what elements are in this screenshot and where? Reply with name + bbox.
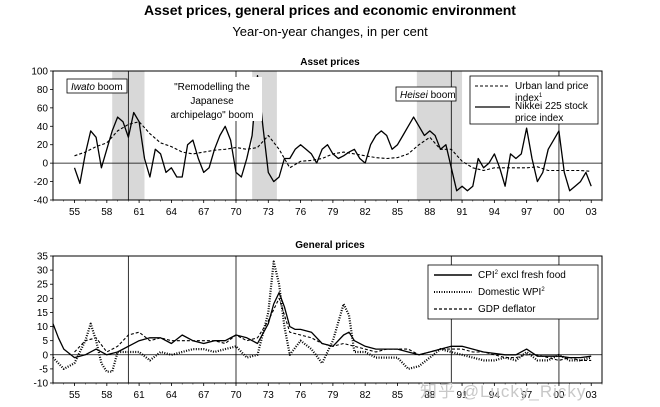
x-tick-label: 67 xyxy=(198,207,210,218)
y-tick-label: 15 xyxy=(37,308,49,319)
x-tick-label: 64 xyxy=(166,390,178,401)
y-tick-label: 40 xyxy=(37,122,49,133)
y-tick-label: -5 xyxy=(39,364,48,375)
svg-text:Japanese: Japanese xyxy=(190,96,234,107)
y-tick-label: 5 xyxy=(42,336,48,347)
x-tick-label: 00 xyxy=(553,390,565,401)
legend-urban-land-label-2: index1 xyxy=(515,93,543,104)
series-line-cpi-excl-fresh-food xyxy=(52,292,592,359)
x-tick-label: 55 xyxy=(69,207,81,218)
x-tick-label: 73 xyxy=(263,207,275,218)
y-tick-label: 0 xyxy=(42,350,48,361)
y-tick-label: 60 xyxy=(37,103,49,114)
remodelling-boom-label: "Remodelling the Japanese archipelago" b… xyxy=(160,77,262,121)
x-tick-label: 91 xyxy=(456,390,468,401)
x-tick-label: 88 xyxy=(424,390,436,401)
general-prices-frame xyxy=(52,255,603,384)
x-tick-label: 00 xyxy=(553,207,565,218)
svg-text:archipelago" boom: archipelago" boom xyxy=(170,110,253,121)
x-tick-label: 76 xyxy=(295,390,307,401)
asset-prices-legend: Urban land price index1 Nikkei 225 stock… xyxy=(469,75,599,125)
x-tick-label: 61 xyxy=(134,207,146,218)
asset-prices-frame xyxy=(52,70,603,201)
x-tick-label: 73 xyxy=(263,390,275,401)
y-tick-label: -40 xyxy=(34,196,49,207)
iwato-boom-label: Iwato boom xyxy=(66,78,128,94)
svg-text:Heisei boom: Heisei boom xyxy=(400,90,456,101)
general-prices-legend: CPI2 excl fresh food Domestic WPI2 GDP d… xyxy=(427,264,599,320)
x-tick-label: 67 xyxy=(198,390,210,401)
x-tick-label: 82 xyxy=(360,207,372,218)
series-line-gdp-deflator xyxy=(74,297,592,361)
y-tick-label: 20 xyxy=(37,294,49,305)
x-tick-label: 88 xyxy=(424,207,436,218)
y-tick-label: 25 xyxy=(37,280,49,291)
svg-text:"Remodelling the: "Remodelling the xyxy=(174,82,250,93)
x-tick-label: 79 xyxy=(327,390,339,401)
watermark: 知乎 @Lucky_Ricky xyxy=(420,382,587,401)
legend-cpi-label: CPI2 excl fresh food xyxy=(478,270,566,281)
x-tick-label: 76 xyxy=(295,207,307,218)
x-tick-label: 97 xyxy=(521,390,533,401)
legend-nikkei-label-2: price index xyxy=(515,113,563,124)
x-tick-label: 55 xyxy=(69,390,81,401)
x-tick-label: 58 xyxy=(101,207,113,218)
x-tick-label: 58 xyxy=(101,390,113,401)
x-tick-label: 70 xyxy=(230,207,242,218)
legend-wpi-label: Domestic WPI2 xyxy=(478,287,545,298)
x-tick-label: 79 xyxy=(327,207,339,218)
x-tick-label: 03 xyxy=(586,390,598,401)
x-tick-label: 82 xyxy=(360,390,372,401)
y-tick-label: 100 xyxy=(31,67,48,78)
x-tick-label: 85 xyxy=(392,390,404,401)
heisei-boom-label: Heisei boom xyxy=(395,86,457,102)
legend-gdp-label: GDP deflator xyxy=(478,304,536,315)
x-tick-label: 97 xyxy=(521,207,533,218)
x-tick-label: 61 xyxy=(134,390,146,401)
y-tick-label: 30 xyxy=(37,266,49,277)
y-tick-label: 35 xyxy=(37,252,49,263)
y-tick-label: -10 xyxy=(34,379,49,390)
chart-subtitle: Year-on-year changes, in per cent xyxy=(232,24,428,39)
series-line-nikkei-225-stock-price-index xyxy=(73,74,592,192)
x-tick-label: 03 xyxy=(586,207,598,218)
asset-prices-panel: Asset prices -40 -20 0 20 40 60 80 100 55 58 61 64… xyxy=(31,57,603,218)
x-tick-label: 85 xyxy=(392,207,404,218)
x-tick-label: 91 xyxy=(456,207,468,218)
y-tick-label: 20 xyxy=(37,140,49,151)
x-tick-label: 94 xyxy=(489,390,501,401)
series-line-domestic-wpi xyxy=(52,260,592,373)
x-tick-label: 70 xyxy=(230,390,242,401)
y-tick-label: 10 xyxy=(37,322,49,333)
x-tick-label: 94 xyxy=(489,207,501,218)
y-tick-label: -20 xyxy=(34,177,49,188)
general-prices-title: General prices xyxy=(295,240,365,251)
legend-urban-land-label: Urban land price xyxy=(515,81,589,92)
x-tick-label: 64 xyxy=(166,207,178,218)
general-prices-panel: General prices -10 -5 0 5 10 15 20 25 30 35 55 58 6… xyxy=(34,240,603,401)
asset-prices-title: Asset prices xyxy=(300,57,360,68)
legend-nikkei-label: Nikkei 225 stock xyxy=(515,101,589,112)
y-tick-label: 0 xyxy=(42,159,48,170)
chart-title: Asset prices, general prices and economi… xyxy=(144,2,516,18)
y-tick-label: 80 xyxy=(37,85,49,96)
svg-text:Iwato boom: Iwato boom xyxy=(71,82,123,93)
